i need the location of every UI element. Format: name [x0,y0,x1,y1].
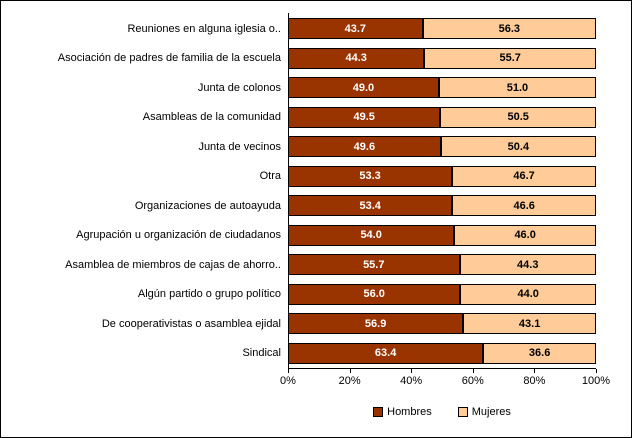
bar-segment-mujeres: 55.7 [424,47,596,69]
stacked-bar: 55.7 44.3 [288,254,596,276]
chart-row: Junta de vecinos 49.6 50.4 [1,132,596,162]
category-label: Asambleas de la comunidad [142,111,281,124]
bar-segment-mujeres: 43.1 [463,313,596,335]
stacked-bar: 49.6 50.4 [288,136,596,158]
chart-legend: Hombres Mujeres [288,406,596,418]
chart-row: Sindical 63.4 36.6 [1,339,596,369]
bar-segment-hombres: 49.6 [288,136,441,158]
bar-segment-hombres: 53.3 [288,165,453,187]
bar-segment-hombres: 54.0 [288,224,455,246]
x-tick-label: 60% [461,375,484,387]
bar-segment-hombres: 56.9 [288,313,464,335]
legend-item-mujeres: Mujeres [457,406,511,418]
stacked-bar: 49.0 51.0 [288,77,596,99]
bar-segment-hombres: 55.7 [288,254,460,276]
value-axis: 0% 20% 40% 60% 80% 100% [280,368,610,391]
x-tick-label: 40% [400,375,423,387]
bar-segment-mujeres: 46.0 [454,224,596,246]
stacked-bar: 56.9 43.1 [288,313,596,335]
stacked-bar: 54.0 46.0 [288,224,596,246]
stacked-bar: 56.0 44.0 [288,283,596,305]
x-tick-mark [596,369,597,373]
category-label: Asociación de padres de familia de la es… [57,52,281,65]
category-label: Sindical [242,347,281,360]
bar-segment-hombres: 63.4 [288,342,484,364]
chart-row: Algún partido o grupo político 56.0 44.0 [1,280,596,310]
category-label: Asamblea de miembros de cajas de ahorro.… [65,258,281,271]
bar-segment-mujeres: 46.6 [452,195,596,217]
stacked-bar: 53.3 46.7 [288,165,596,187]
category-label: De cooperativistas o asamblea ejidal [101,317,281,330]
x-tick-label: 0% [280,375,296,387]
chart-row: Reuniones en alguna iglesia o.. 43.7 56.3 [1,14,596,44]
bar-segment-mujeres: 44.0 [460,283,596,305]
category-label: Otra [259,170,281,183]
bar-segment-hombres: 56.0 [288,283,461,305]
chart-row: Otra 53.3 46.7 [1,162,596,192]
bar-segment-mujeres: 50.4 [440,136,596,158]
x-tick-label: 80% [523,375,546,387]
chart-row: Asambleas de la comunidad 49.5 50.5 [1,103,596,133]
bar-segment-mujeres: 56.3 [422,18,596,40]
legend-item-hombres: Hombres [373,406,432,418]
legend-label-hombres: Hombres [387,406,432,418]
category-label: Agrupación u organización de ciudadanos [76,229,281,242]
bar-segment-mujeres: 50.5 [440,106,596,128]
bar-segment-hombres: 53.4 [288,195,453,217]
bar-segment-hombres: 44.3 [288,47,425,69]
chart-row: De cooperativistas o asamblea ejidal 56.9… [1,309,596,339]
chart-row: Asamblea de miembros de cajas de ahorro.… [1,250,596,280]
chart-rows: Reuniones en alguna iglesia o.. 43.7 56.3 A… [1,14,596,368]
x-tick-mark [349,369,351,373]
category-label: Reuniones en alguna iglesia o.. [127,22,281,35]
stacked-bar: 63.4 36.6 [288,342,596,364]
chart-row: Organizaciones de autoayuda 53.4 46.6 [1,191,596,221]
x-tick-label: 100% [581,375,611,387]
bar-segment-hombres: 43.7 [288,18,423,40]
bar-segment-mujeres: 44.3 [459,254,596,276]
category-axis-line [288,13,289,369]
category-label: Algún partido o grupo político [137,288,281,301]
stacked-bar: 53.4 46.6 [288,195,596,217]
bar-segment-mujeres: 46.7 [452,165,596,187]
legend-label-mujeres: Mujeres [471,406,511,418]
chart-row: Asociación de padres de familia de la es… [1,44,596,74]
category-label: Organizaciones de autoayuda [134,199,281,212]
x-tick-label: 20% [338,375,361,387]
stacked-bar: 49.5 50.5 [288,106,596,128]
legend-swatch-mujeres [457,407,468,417]
bar-segment-hombres: 49.0 [288,77,439,99]
x-tick-mark [411,369,413,373]
bar-segment-mujeres: 51.0 [438,77,596,99]
chart-row: Junta de colonos 49.0 51.0 [1,73,596,103]
x-tick-mark [472,369,474,373]
chart-row: Agrupación u organización de ciudadanos 5… [1,221,596,251]
stacked-bar: 43.7 56.3 [288,18,596,40]
x-tick-mark [288,369,289,373]
bar-segment-hombres: 49.5 [288,106,441,128]
x-tick-mark [534,369,536,373]
legend-swatch-hombres [373,407,384,417]
category-label: Junta de vecinos [198,140,281,153]
bar-segment-mujeres: 36.6 [483,342,596,364]
stacked-bar: 44.3 55.7 [288,47,596,69]
category-label: Junta de colonos [197,81,281,94]
